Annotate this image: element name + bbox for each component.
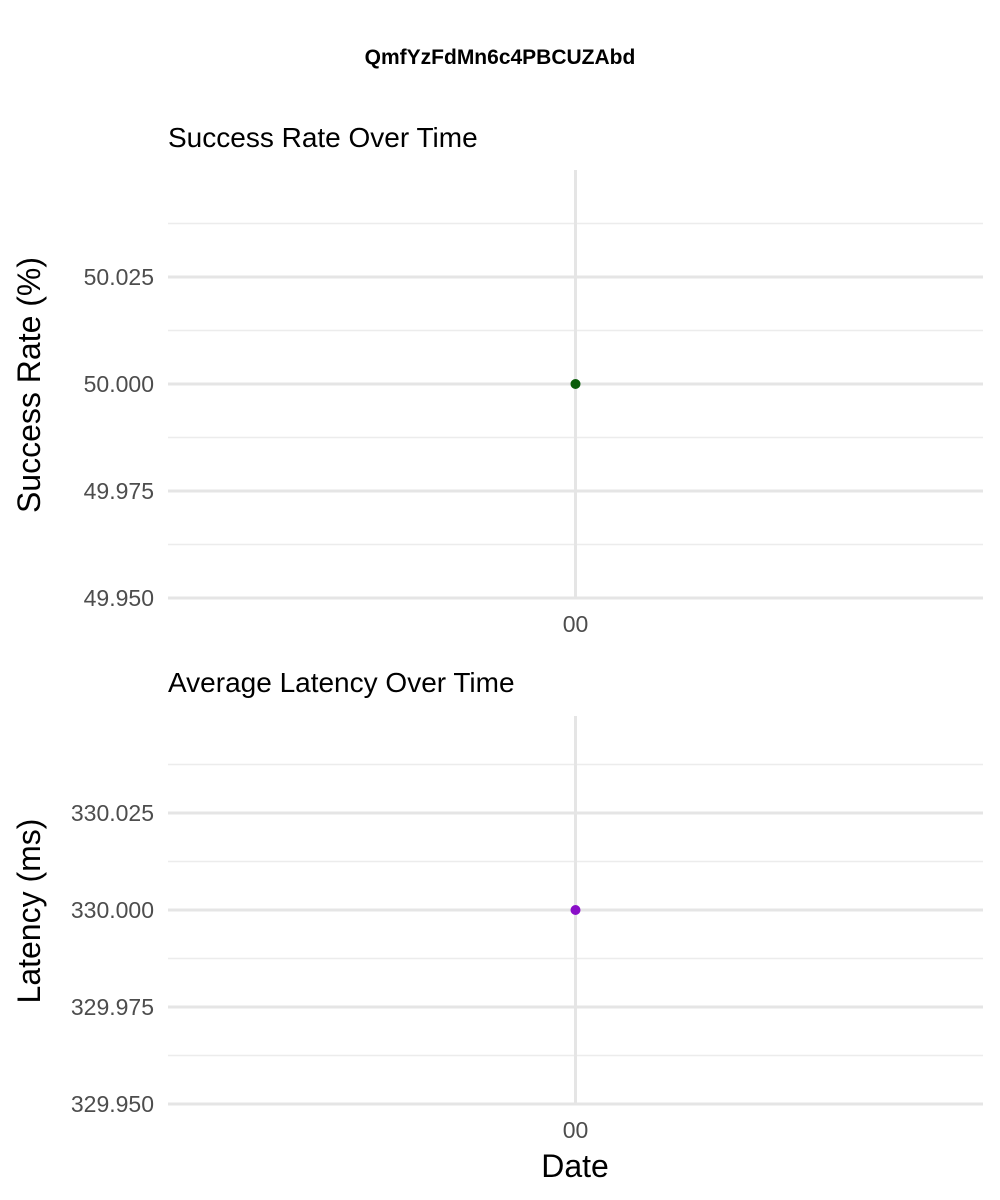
success-rate-panel: Success Rate Over Time 49.950 49.975 50.00…	[11, 122, 983, 637]
success-rate-y-axis-label: Success Rate (%)	[11, 257, 47, 513]
success-rate-y-tick-label: 50.000	[84, 371, 154, 397]
latency-data-point	[570, 905, 581, 915]
success-rate-y-ticks: 49.950 49.975 50.000 50.025	[84, 264, 154, 611]
latency-panel: Average Latency Over Time 329.950 329.975…	[11, 667, 983, 1143]
success-rate-x-tick-label: 00	[563, 611, 589, 637]
latency-y-axis-label: Latency (ms)	[11, 819, 47, 1004]
latency-y-tick-label: 330.000	[71, 897, 154, 923]
figure-title: QmfYzFdMn6c4PBCUZAbd	[365, 46, 636, 69]
latency-points	[570, 905, 581, 915]
x-axis-label: Date	[541, 1148, 609, 1184]
latency-panel-title: Average Latency Over Time	[168, 667, 515, 698]
success-rate-points	[570, 379, 581, 389]
success-rate-data-point	[570, 379, 581, 389]
success-rate-y-tick-label: 49.975	[84, 478, 154, 504]
latency-y-tick-label: 329.975	[71, 994, 154, 1020]
success-rate-x-ticks: 00	[563, 611, 589, 637]
latency-x-ticks: 00	[563, 1117, 589, 1143]
success-rate-y-tick-label: 50.025	[84, 264, 154, 290]
latency-y-tick-label: 330.025	[71, 800, 154, 826]
latency-y-ticks: 329.950 329.975 330.000 330.025	[71, 800, 154, 1117]
success-rate-y-tick-label: 49.950	[84, 585, 154, 611]
latency-y-tick-label: 329.950	[71, 1091, 154, 1117]
success-rate-panel-title: Success Rate Over Time	[168, 122, 478, 153]
latency-x-tick-label: 00	[563, 1117, 589, 1143]
